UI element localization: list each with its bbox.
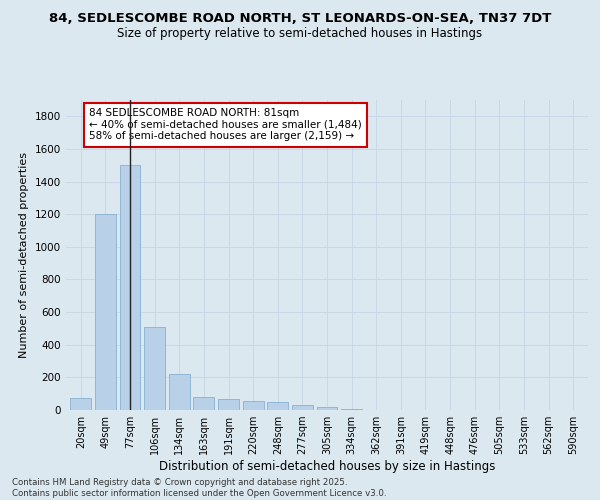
Bar: [169, 374, 190, 410]
X-axis label: Distribution of semi-detached houses by size in Hastings: Distribution of semi-detached houses by …: [159, 460, 495, 473]
Bar: [70, 398, 91, 410]
Bar: [242, 400, 263, 410]
Text: Contains HM Land Registry data © Crown copyright and database right 2025.
Contai: Contains HM Land Registry data © Crown c…: [12, 478, 386, 498]
Bar: [95, 214, 116, 410]
Bar: [218, 399, 239, 410]
Bar: [119, 166, 140, 410]
Bar: [341, 408, 362, 410]
Bar: [317, 407, 337, 410]
Bar: [267, 402, 288, 410]
Bar: [292, 405, 313, 410]
Bar: [193, 396, 214, 410]
Bar: [144, 327, 165, 410]
Text: 84, SEDLESCOMBE ROAD NORTH, ST LEONARDS-ON-SEA, TN37 7DT: 84, SEDLESCOMBE ROAD NORTH, ST LEONARDS-…: [49, 12, 551, 26]
Text: Size of property relative to semi-detached houses in Hastings: Size of property relative to semi-detach…: [118, 28, 482, 40]
Text: 84 SEDLESCOMBE ROAD NORTH: 81sqm
← 40% of semi-detached houses are smaller (1,48: 84 SEDLESCOMBE ROAD NORTH: 81sqm ← 40% o…: [89, 108, 362, 142]
Y-axis label: Number of semi-detached properties: Number of semi-detached properties: [19, 152, 29, 358]
